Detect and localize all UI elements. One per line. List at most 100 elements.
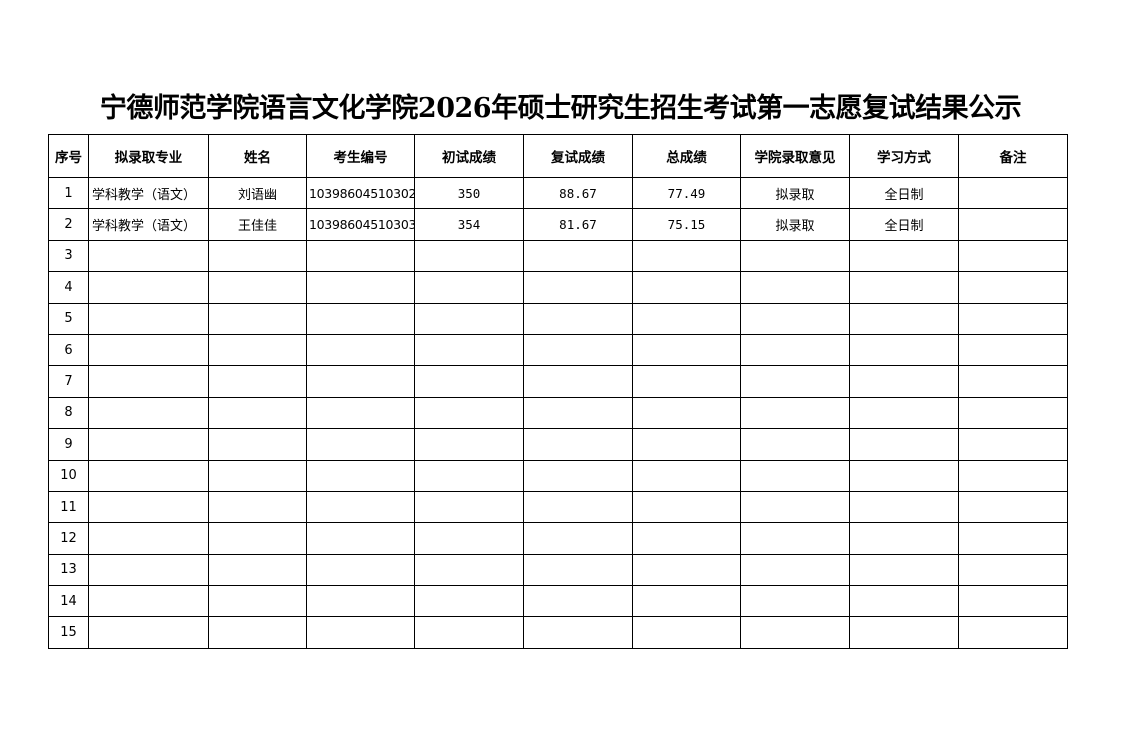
- cell-seq: 1: [48, 176, 89, 210]
- cell-candidate-id: 103986045103029: [306, 176, 415, 210]
- cell-study-mode: 全日制: [849, 208, 959, 241]
- cell-major: [88, 585, 209, 618]
- cell-retest-score: [523, 396, 633, 430]
- cell-seq: 6: [48, 333, 89, 367]
- cell-seq: 8: [48, 396, 89, 430]
- cell-seq: 11: [48, 490, 89, 524]
- column-header-study-mode: 学习方式: [849, 134, 959, 178]
- cell-study-mode: [849, 522, 959, 555]
- cell-retest-score: [523, 428, 633, 461]
- cell-major: [88, 522, 209, 555]
- cell-remarks: [958, 490, 1068, 524]
- cell-remarks: [958, 428, 1068, 461]
- cell-retest-score: [523, 553, 633, 587]
- cell-total-score: [632, 302, 741, 335]
- cell-study-mode: [849, 271, 959, 304]
- cell-name: [208, 365, 307, 398]
- cell-admission-opinion: [740, 553, 850, 587]
- cell-seq: 15: [48, 616, 89, 649]
- cell-major: [88, 459, 209, 492]
- cell-seq: 12: [48, 522, 89, 555]
- cell-name: [208, 333, 307, 367]
- cell-major: [88, 428, 209, 461]
- cell-total-score: [632, 553, 741, 587]
- cell-initial-score: [414, 553, 524, 587]
- cell-initial-score: [414, 239, 524, 273]
- cell-major: [88, 239, 209, 273]
- cell-retest-score: [523, 522, 633, 555]
- cell-initial-score: [414, 333, 524, 367]
- cell-initial-score: [414, 616, 524, 649]
- cell-seq: 13: [48, 553, 89, 587]
- cell-retest-score: [523, 585, 633, 618]
- cell-seq: 5: [48, 302, 89, 335]
- cell-admission-opinion: [740, 459, 850, 492]
- cell-study-mode: [849, 616, 959, 649]
- cell-study-mode: [849, 553, 959, 587]
- cell-admission-opinion: [740, 365, 850, 398]
- column-header-admission-opinion: 学院录取意见: [740, 134, 850, 178]
- cell-retest-score: [523, 616, 633, 649]
- table-row: 11: [48, 490, 1068, 524]
- cell-admission-opinion: 拟录取: [740, 176, 850, 210]
- cell-study-mode: [849, 365, 959, 398]
- cell-candidate-id: [306, 302, 415, 335]
- cell-candidate-id: [306, 490, 415, 524]
- cell-remarks: [958, 176, 1068, 210]
- cell-admission-opinion: [740, 616, 850, 649]
- cell-study-mode: [849, 239, 959, 273]
- results-table: 序号 拟录取专业 姓名 考生编号 初试成绩 复试成绩 总成绩 学院录取意见 学习方式 备注 1 学科…: [48, 134, 1068, 649]
- cell-retest-score: [523, 490, 633, 524]
- cell-total-score: [632, 459, 741, 492]
- table-row: 10: [48, 459, 1068, 492]
- cell-total-score: [632, 333, 741, 367]
- cell-admission-opinion: [740, 428, 850, 461]
- cell-admission-opinion: [740, 333, 850, 367]
- table-row: 4: [48, 271, 1068, 304]
- cell-total-score: 75.15: [632, 208, 741, 241]
- cell-major: [88, 302, 209, 335]
- cell-remarks: [958, 459, 1068, 492]
- cell-study-mode: 全日制: [849, 176, 959, 210]
- table-row: 8: [48, 396, 1068, 430]
- cell-initial-score: 350: [414, 176, 524, 210]
- cell-seq: 4: [48, 271, 89, 304]
- cell-initial-score: [414, 490, 524, 524]
- cell-admission-opinion: [740, 396, 850, 430]
- cell-initial-score: [414, 428, 524, 461]
- column-header-seq: 序号: [48, 134, 89, 178]
- cell-major: [88, 271, 209, 304]
- header-row: 序号 拟录取专业 姓名 考生编号 初试成绩 复试成绩 总成绩 学院录取意见 学习方式 备注: [48, 134, 1068, 178]
- cell-initial-score: [414, 396, 524, 430]
- cell-total-score: [632, 396, 741, 430]
- table-row: 14: [48, 585, 1068, 618]
- cell-name: [208, 396, 307, 430]
- cell-total-score: [632, 585, 741, 618]
- cell-total-score: [632, 239, 741, 273]
- cell-candidate-id: [306, 585, 415, 618]
- cell-major: [88, 490, 209, 524]
- table-row: 9: [48, 428, 1068, 461]
- cell-seq: 7: [48, 365, 89, 398]
- cell-admission-opinion: [740, 585, 850, 618]
- cell-name: [208, 459, 307, 492]
- column-header-major: 拟录取专业: [88, 134, 209, 178]
- cell-retest-score: 81.67: [523, 208, 633, 241]
- cell-remarks: [958, 585, 1068, 618]
- cell-initial-score: [414, 302, 524, 335]
- cell-remarks: [958, 522, 1068, 555]
- column-header-remarks: 备注: [958, 134, 1068, 178]
- cell-name: 刘语幽: [208, 176, 307, 210]
- cell-total-score: 77.49: [632, 176, 741, 210]
- cell-retest-score: [523, 333, 633, 367]
- cell-admission-opinion: [740, 239, 850, 273]
- cell-candidate-id: [306, 333, 415, 367]
- cell-major: 学科教学（语文）: [88, 208, 209, 241]
- cell-remarks: [958, 553, 1068, 587]
- cell-initial-score: [414, 459, 524, 492]
- cell-name: [208, 239, 307, 273]
- cell-name: [208, 553, 307, 587]
- cell-retest-score: 88.67: [523, 176, 633, 210]
- cell-initial-score: 354: [414, 208, 524, 241]
- column-header-retest-score: 复试成绩: [523, 134, 633, 178]
